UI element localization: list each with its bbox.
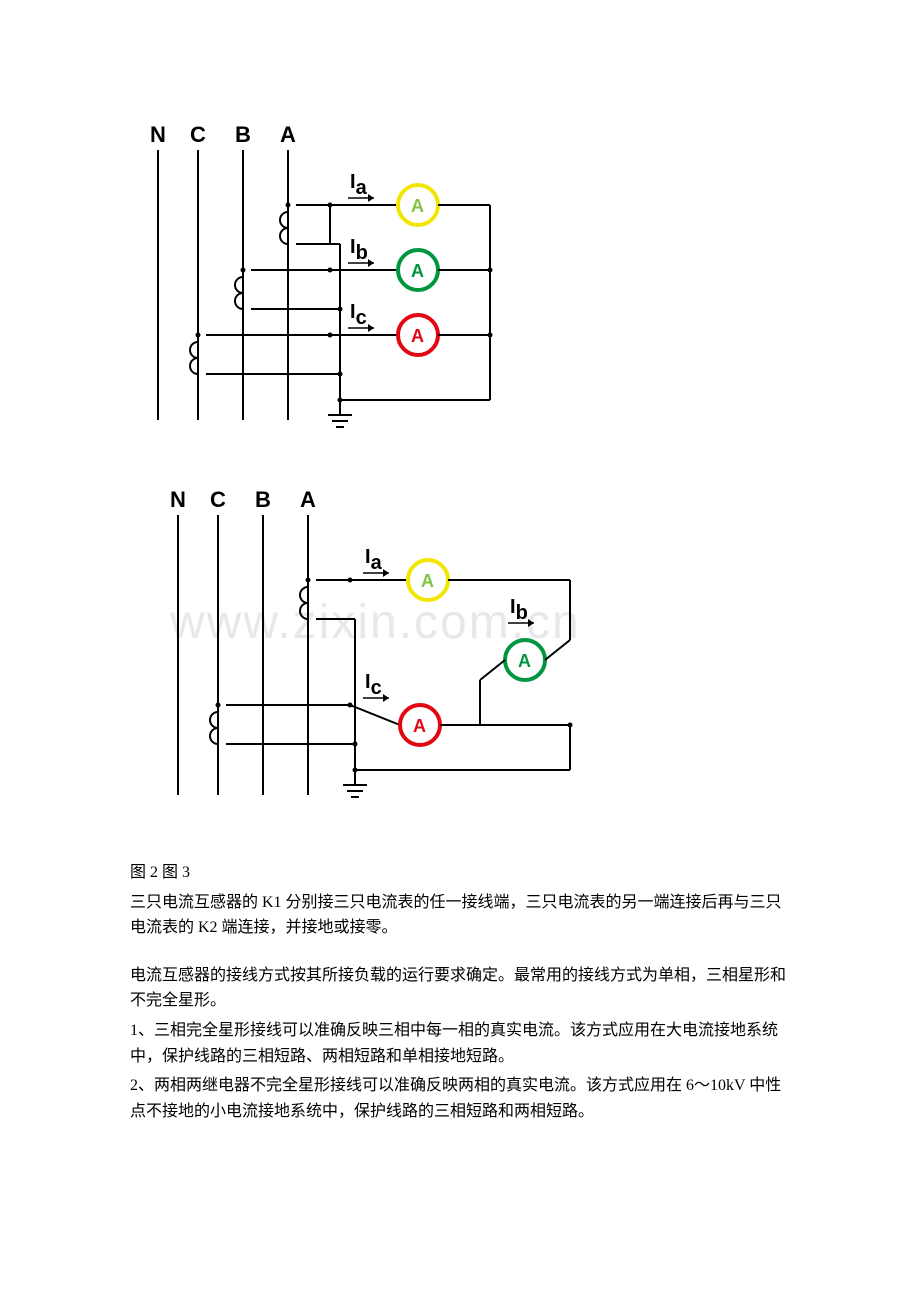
svg-text:Ib: Ib [350,236,368,264]
text-block: 图 2 图 3 三只电流互感器的 K1 分别接三只电流表的任一接线端，三只电流表… [130,860,790,1124]
bus-label-C: C [190,122,206,147]
ground-symbol [328,400,352,427]
svg-text:A: A [421,571,434,591]
branch-b: Ib A [480,580,570,725]
paragraph-4: 2、两相两继电器不完全星形接线可以准确反映两相的真实电流。该方式应用在 6～10… [130,1073,790,1124]
bus-label-B: B [235,122,251,147]
paragraph-1: 三只电流互感器的 K1 分别接三只电流表的任一接线端，三只电流表的另一端连接后再… [130,890,790,941]
svg-text:Ic: Ic [350,301,367,329]
svg-text:Ib: Ib [510,596,528,624]
ct-a: Ia A [280,171,490,400]
diagram-1: N C B A Ia [130,120,790,445]
svg-text:A: A [518,651,531,671]
circuit-svg-2: N C B A Ia [130,485,650,815]
bus-label-A: A [280,122,296,147]
svg-text:A: A [411,326,424,346]
ct-b: Ib A [235,236,490,309]
svg-text:Ia: Ia [365,546,383,574]
paragraph-2: 电流互感器的接线方式按其所接负载的运行要求确定。最常用的接线方式为单相，三相星形… [130,963,790,1014]
paragraph-3: 1、三相完全星形接线可以准确反映三相中每一相的真实电流。该方式应用在大电流接地系… [130,1018,790,1069]
bus-label-A: A [300,487,316,512]
svg-text:Ia: Ia [350,171,368,199]
svg-text:Ic: Ic [365,671,382,699]
bus-label-B: B [255,487,271,512]
svg-text:A: A [413,716,426,736]
ground-symbol [343,770,367,797]
diagram-2: N C B A Ia [130,485,790,820]
caption: 图 2 图 3 [130,860,790,886]
svg-text:A: A [411,196,424,216]
circuit-svg-1: N C B A Ia [130,120,610,440]
bus-label-N: N [170,487,186,512]
bus-label-N: N [150,122,166,147]
bus-label-C: C [210,487,226,512]
svg-text:A: A [411,261,424,281]
